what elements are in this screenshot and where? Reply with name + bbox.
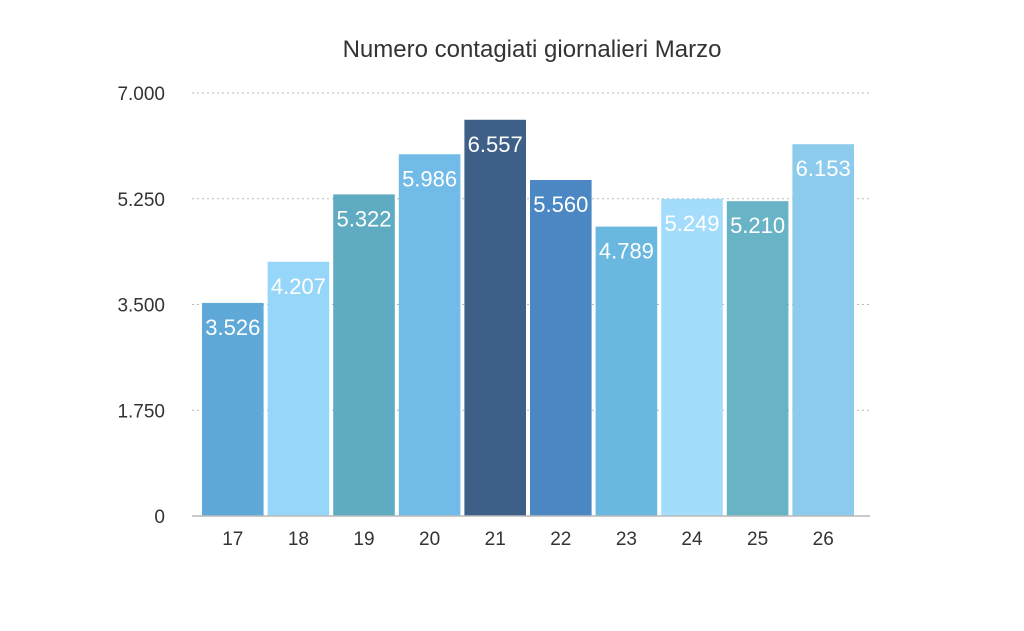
- bar: [464, 119, 526, 516]
- bar-value-label: 5.560: [533, 192, 588, 217]
- bar: [661, 198, 723, 516]
- y-tick-label: 1.750: [117, 401, 165, 422]
- y-tick-label: 3.500: [117, 296, 165, 317]
- bar-value-label: 4.789: [599, 239, 654, 264]
- bar-value-label: 5.249: [664, 211, 719, 236]
- x-tick-label: 25: [747, 529, 768, 550]
- x-tick-label: 20: [419, 529, 440, 550]
- bar: [202, 302, 264, 516]
- bar-value-label: 5.322: [336, 206, 391, 231]
- x-tick-label: 21: [485, 529, 506, 550]
- x-tick-label: 22: [550, 529, 571, 550]
- bar-value-label: 6.153: [796, 156, 851, 181]
- x-tick-label: 26: [813, 529, 834, 550]
- y-tick-label: 5.250: [117, 190, 165, 211]
- chart-title: Numero contagiati giornalieri Marzo: [342, 36, 722, 63]
- bar: [333, 194, 395, 516]
- x-tick-label: 23: [616, 529, 637, 550]
- bar-value-label: 3.526: [205, 315, 260, 340]
- bar-value-label: 6.557: [468, 132, 523, 157]
- x-tick-label: 18: [288, 529, 309, 550]
- x-tick-label: 17: [222, 529, 243, 550]
- x-tick-label: 19: [353, 529, 374, 550]
- bar-value-label: 4.207: [271, 274, 326, 299]
- x-tick-label: 24: [681, 529, 703, 550]
- y-tick-label: 0: [154, 507, 165, 528]
- bar-value-label: 5.986: [402, 166, 457, 191]
- bar: [530, 180, 592, 516]
- bar: [267, 261, 330, 516]
- bar: [595, 226, 658, 516]
- bar-value-label: 5.210: [730, 213, 785, 238]
- bar: [398, 154, 461, 516]
- bar: [792, 144, 854, 517]
- bar: [726, 201, 789, 516]
- y-tick-label: 7.000: [117, 84, 165, 105]
